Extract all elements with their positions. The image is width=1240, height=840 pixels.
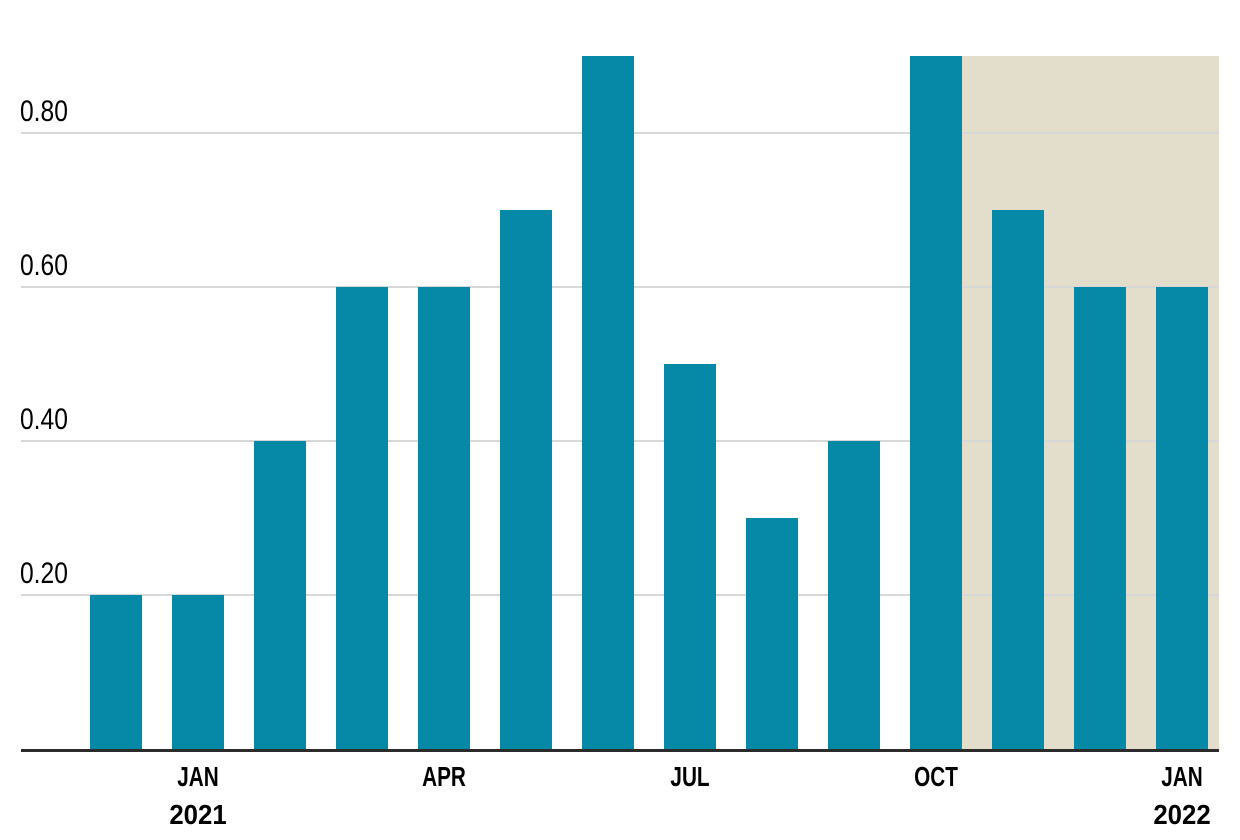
x-axis-tick-line: OCT bbox=[914, 761, 958, 792]
x-axis-tick-label-apr: APR bbox=[364, 758, 524, 796]
y-axis-tick-label-0.20: 0.20 bbox=[20, 557, 68, 590]
bar-dec-2020 bbox=[90, 595, 142, 749]
bar-nov-2021 bbox=[992, 210, 1044, 749]
x-axis-tick-line: JUL bbox=[670, 761, 710, 792]
bar-jul-2021 bbox=[664, 364, 716, 749]
bar-jan-2022 bbox=[1156, 287, 1208, 749]
x-axis-tick-line: JAN bbox=[177, 761, 219, 792]
bar-mar-2021 bbox=[336, 287, 388, 749]
x-axis-baseline bbox=[21, 749, 1219, 752]
x-axis-tick-line: 2022 bbox=[1153, 799, 1211, 830]
bar-sep-2021 bbox=[828, 441, 880, 749]
y-axis-tick-label-0.80: 0.80 bbox=[20, 95, 68, 128]
bar-jan-2021 bbox=[172, 595, 224, 749]
bar-oct-2021 bbox=[910, 56, 962, 749]
y-axis-tick-label-0.60: 0.60 bbox=[20, 249, 68, 282]
bar-aug-2021 bbox=[746, 518, 798, 749]
x-axis-tick-line: APR bbox=[422, 761, 466, 792]
bar-may-2021 bbox=[500, 210, 552, 749]
x-axis-tick-line: 2021 bbox=[169, 799, 227, 830]
x-axis-tick-line: JAN bbox=[1161, 761, 1203, 792]
x-axis-tick-label-oct: OCT bbox=[856, 758, 1016, 796]
y-axis-tick-label-0.40: 0.40 bbox=[20, 403, 68, 436]
bar-apr-2021 bbox=[418, 287, 470, 749]
bar-dec-2021 bbox=[1074, 287, 1126, 749]
bar-jun-2021 bbox=[582, 56, 634, 749]
x-axis-tick-label-jan-2021: JAN 2021 bbox=[118, 758, 278, 834]
x-axis-tick-label-jan-2022: JAN 2022 bbox=[1102, 758, 1240, 834]
x-axis-tick-label-jul: JUL bbox=[610, 758, 770, 796]
bar-feb-2021 bbox=[254, 441, 306, 749]
